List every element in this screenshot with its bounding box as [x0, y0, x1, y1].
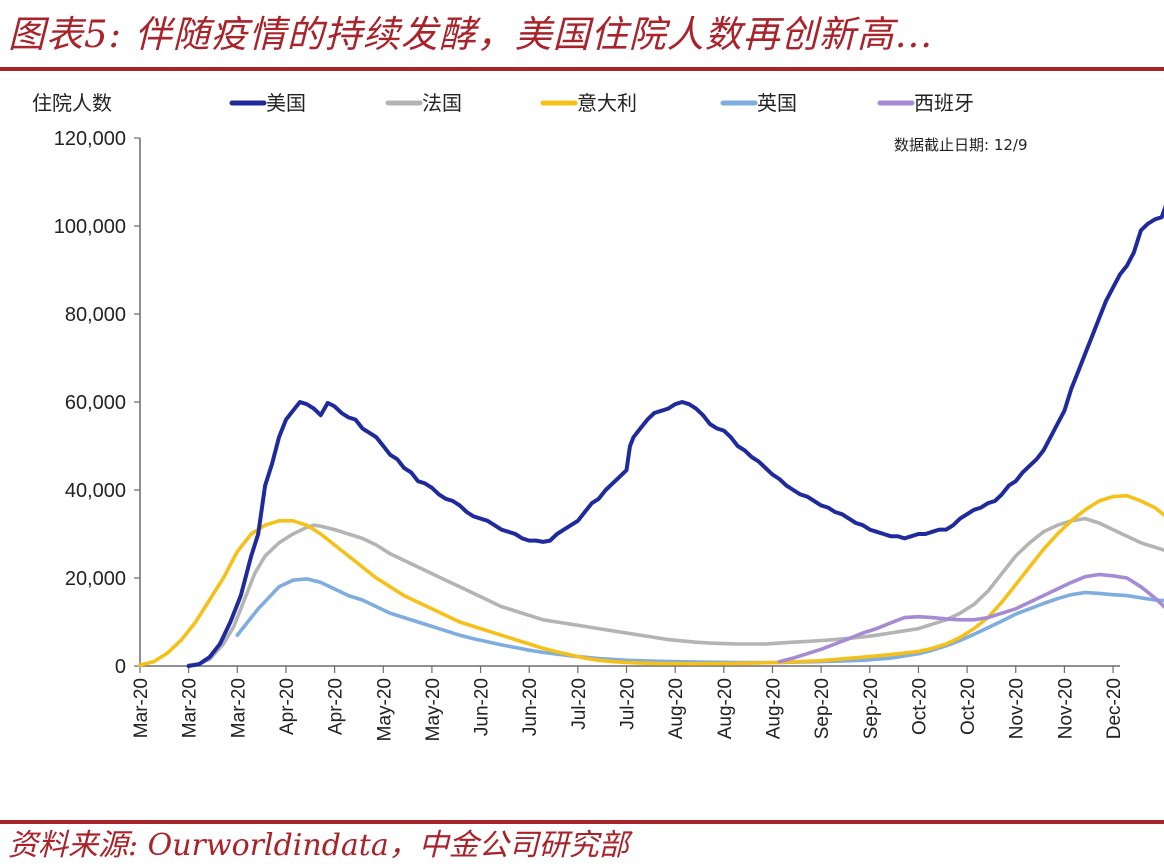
x-tick-label: Apr-20 [277, 678, 298, 735]
y-tick-label: 100,000 [54, 216, 126, 238]
x-tick-label: Jul-20 [618, 678, 639, 730]
series-line-0 [186, 204, 1164, 668]
y-tick-label: 40,000 [65, 480, 126, 502]
x-tick-label: Nov-20 [1055, 678, 1076, 739]
x-tick-label: Nov-20 [1007, 678, 1028, 739]
x-tick-label: Mar-20 [228, 678, 249, 738]
y-tick-label: 120,000 [54, 128, 126, 150]
y-axis-label: 住院人数 [32, 91, 112, 115]
x-tick-label: Aug-20 [715, 678, 736, 739]
x-tick-label: Oct-20 [958, 678, 979, 735]
source-note: 资料来源: Ourworldindata，中金公司研究部 [8, 828, 629, 863]
legend-label: 美国 [266, 91, 306, 115]
legend: 美国 法国 意大利 英国 西班牙 [229, 91, 974, 115]
y-tick-label: 60,000 [65, 392, 126, 414]
y-tick-label: 80,000 [65, 304, 126, 326]
axes: 0 20,000 40,000 60,000 80,000 100,000 120,000 M… [54, 128, 1125, 741]
footer-divider [0, 820, 1164, 824]
legend-label: 法国 [422, 91, 462, 115]
x-tick-label: May-20 [374, 678, 395, 741]
x-tick-label: Jul-20 [569, 678, 590, 730]
y-tick-label: 20,000 [65, 568, 126, 590]
series-line-3 [235, 577, 1164, 665]
title-divider [0, 67, 1164, 71]
legend-label: 西班牙 [914, 91, 974, 115]
data-cutoff-note: 数据截止日期: 12/9 [894, 136, 1028, 154]
series-line-2 [138, 493, 1164, 667]
legend-label: 意大利 [577, 91, 637, 115]
x-tick-label: Oct-20 [909, 678, 930, 735]
x-tick-label: Aug-20 [666, 678, 687, 739]
series-lines [138, 204, 1164, 668]
y-tick-label: 0 [115, 656, 126, 678]
x-tick-label: Sep-20 [861, 678, 882, 739]
x-tick-label: Aug-20 [763, 678, 784, 739]
x-tick-label: Sep-20 [812, 678, 833, 739]
series-line-1 [186, 516, 1164, 667]
x-tick-label: Apr-20 [326, 678, 347, 735]
x-tick-label: Mar-20 [131, 678, 152, 738]
x-tick-label: Mar-20 [180, 678, 201, 738]
x-tick-label: Jun-20 [520, 678, 541, 736]
x-tick-label: May-20 [423, 678, 444, 741]
hospitalization-line-chart: 住院人数 数据截止日期: 12/9 美国 法国 意大利 英国 西班牙 0 20,000 40… [32, 91, 1164, 741]
x-tick-label: Jun-20 [472, 678, 493, 736]
x-tick-label: Dec-20 [1104, 678, 1125, 739]
page-title: 图表5: 伴随疫情的持续发酵，美国住院人数再创新高... [8, 13, 934, 56]
legend-label: 英国 [757, 91, 797, 115]
series-line-4 [777, 572, 1164, 664]
